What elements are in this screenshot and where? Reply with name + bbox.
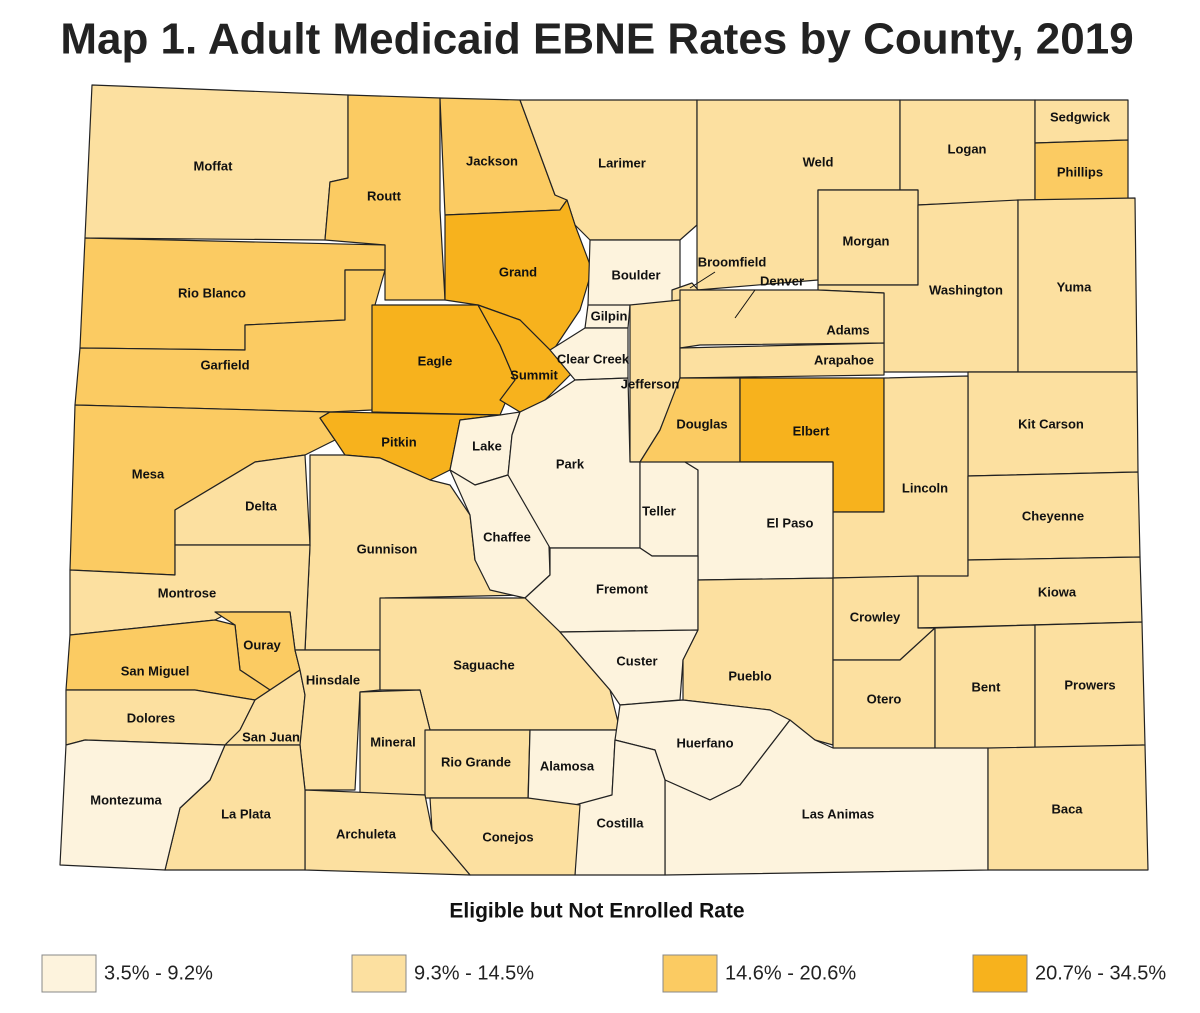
county-label: Cheyenne [1022, 508, 1084, 523]
county-label: Moffat [194, 158, 234, 173]
county-label: Washington [929, 282, 1003, 297]
county-label: Costilla [597, 815, 645, 830]
county-label: Las Animas [802, 806, 875, 821]
county-area [444, 199, 593, 353]
legend-label: 20.7% - 34.5% [1035, 962, 1166, 984]
county-label: Park [556, 456, 585, 471]
county-label: Elbert [793, 423, 831, 438]
county-area [664, 719, 989, 876]
county-label: Rio Grande [441, 754, 511, 769]
county-label: Morgan [843, 233, 890, 248]
county-area [174, 454, 311, 546]
county-label: El Paso [767, 515, 814, 530]
county-area [59, 739, 226, 871]
county-area [549, 327, 629, 381]
legend-swatch [972, 954, 1028, 993]
county-area [987, 744, 1149, 871]
county-label: Adams [826, 322, 869, 337]
leader-line [734, 289, 756, 319]
county-label: Phillips [1057, 164, 1103, 179]
county-label: Sedgwick [1050, 109, 1111, 124]
leader-line [689, 271, 716, 289]
county-label: Kiowa [1038, 584, 1077, 599]
county-label: Pueblo [728, 668, 771, 683]
county-label: Fremont [596, 581, 649, 596]
county-label: Lincoln [902, 480, 948, 495]
county-label: Clear Creek [557, 351, 630, 366]
county-label: Montezuma [90, 792, 162, 807]
county-label: Mesa [132, 466, 165, 481]
county-area [324, 94, 446, 301]
legend-label: 3.5% - 9.2% [104, 962, 213, 984]
county-label: Ouray [243, 637, 281, 652]
county-label: Pitkin [381, 434, 416, 449]
county-label: Custer [616, 653, 657, 668]
county-label: Conejos [482, 829, 533, 844]
county-label: Montrose [158, 585, 217, 600]
county-label: Larimer [598, 155, 646, 170]
county-label: Arapahoe [814, 352, 874, 367]
county-label: Douglas [676, 416, 727, 431]
map-title: Map 1. Adult Medicaid EBNE Rates by Coun… [60, 15, 1133, 64]
county-label: Kit Carson [1018, 416, 1084, 431]
county-label: Chaffee [483, 529, 531, 544]
county-label: Denver [760, 273, 804, 288]
county-label: Teller [642, 503, 676, 518]
county-label: Yuma [1057, 279, 1092, 294]
county-area [679, 342, 885, 379]
county-area [679, 289, 885, 349]
county-label: Broomfield [698, 254, 767, 269]
legend-label: 9.3% - 14.5% [414, 962, 534, 984]
county-label: Mineral [370, 734, 416, 749]
legend-swatch [41, 954, 97, 993]
county-label: Archuleta [336, 826, 397, 841]
county-label: Logan [948, 141, 987, 156]
county-label: Dolores [127, 710, 175, 725]
legend-title: Eligible but Not Enrolled Rate [449, 900, 744, 923]
county-label: Gilpin [591, 308, 628, 323]
legend-swatch [662, 954, 718, 993]
county-label: Garfield [200, 357, 249, 372]
county-label: Delta [245, 498, 278, 513]
county-label: Bent [972, 679, 1002, 694]
county-label: Alamosa [540, 758, 595, 773]
county-label: Grand [499, 264, 537, 279]
county-label: Gunnison [357, 541, 418, 556]
legend: 3.5% - 9.2% 9.3% - 14.5% 14.6% - 20.6% 20.7… [41, 954, 1166, 993]
county-label: Huerfano [676, 735, 733, 750]
county-label: Otero [867, 691, 902, 706]
county-label: Hinsdale [306, 672, 360, 687]
county-label: Jackson [466, 153, 518, 168]
county-label: Baca [1051, 801, 1083, 816]
county-label: Lake [472, 438, 502, 453]
county-label: Jefferson [621, 376, 680, 391]
legend-swatch [351, 954, 407, 993]
county-label: Summit [510, 367, 558, 382]
label-layer: Moffat Routt Jackson Larimer Weld Logan Sedgwi… [90, 109, 1115, 844]
county-label: Saguache [453, 657, 514, 672]
county-label: Prowers [1064, 677, 1115, 692]
county-area [574, 739, 666, 876]
county-label: San Juan [242, 729, 300, 744]
county-label: Routt [367, 188, 402, 203]
county-label: Eagle [418, 353, 453, 368]
county-area [294, 649, 381, 791]
county-label: Rio Blanco [178, 285, 246, 300]
county-label: Weld [803, 154, 834, 169]
county-layer [59, 84, 1149, 876]
county-label: La Plata [221, 806, 272, 821]
legend-label: 14.6% - 20.6% [725, 962, 856, 984]
county-label: San Miguel [121, 663, 190, 678]
county-label: Crowley [850, 609, 901, 624]
county-label: Boulder [611, 267, 660, 282]
